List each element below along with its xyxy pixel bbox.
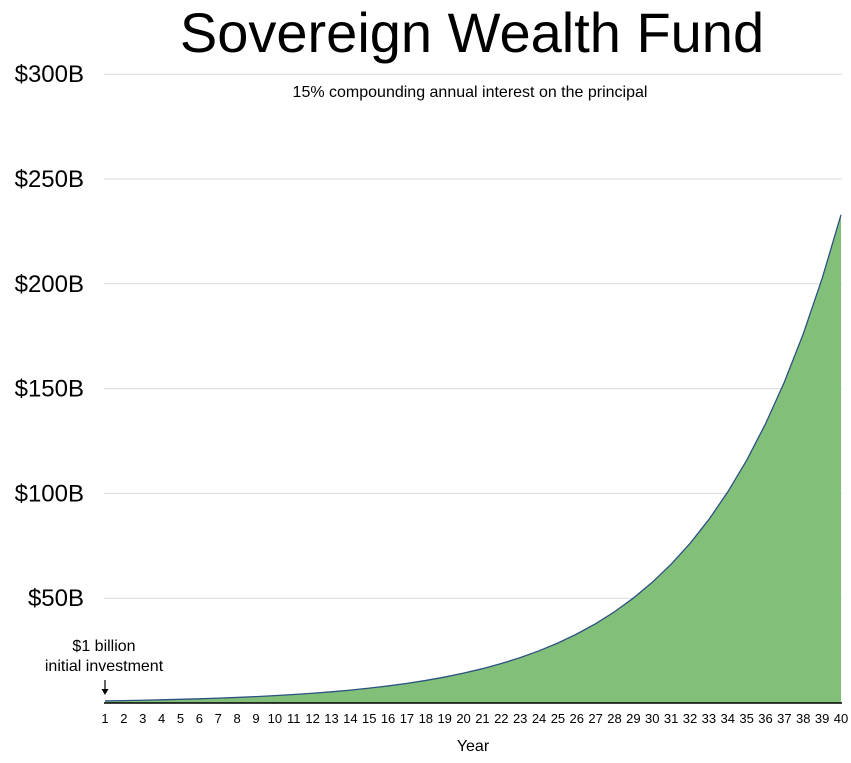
y-tick-label: $250B: [15, 166, 84, 193]
area-fill: [105, 214, 841, 704]
x-tick-label: 32: [683, 711, 697, 726]
x-tick-label: 25: [551, 711, 565, 726]
y-tick-label: $150B: [15, 376, 84, 403]
x-tick-label: 5: [177, 711, 184, 726]
x-axis-ticks: 1 2 3 4 5 6 7 8 9 10 11 12 13 14 15 16 17 18 19 20 21 22 23 24 2…: [101, 711, 848, 726]
x-tick-label: 23: [513, 711, 527, 726]
x-tick-label: 22: [494, 711, 508, 726]
x-tick-label: 12: [305, 711, 319, 726]
x-tick-label: 7: [215, 711, 222, 726]
initial-investment-annotation: $1 billion initial investment: [45, 638, 164, 695]
x-tick-label: 35: [739, 711, 753, 726]
x-tick-label: 2: [120, 711, 127, 726]
x-tick-label: 34: [721, 711, 735, 726]
chart-title: Sovereign Wealth Fund: [180, 1, 764, 64]
x-tick-label: 40: [834, 711, 848, 726]
x-tick-label: 24: [532, 711, 546, 726]
x-tick-label: 6: [196, 711, 203, 726]
x-tick-label: 33: [702, 711, 716, 726]
x-tick-label: 31: [664, 711, 678, 726]
chart-subtitle: 15% compounding annual interest on the p…: [293, 84, 648, 101]
x-tick-label: 37: [777, 711, 791, 726]
x-tick-label: 10: [268, 711, 282, 726]
annotation-line-1: $1 billion: [72, 638, 135, 655]
series-line: [104, 214, 842, 702]
down-arrow-icon: [101, 680, 109, 695]
plot-area: [104, 214, 842, 704]
x-tick-label: 11: [287, 711, 301, 726]
x-tick-label: 9: [252, 711, 259, 726]
x-tick-label: 16: [381, 711, 395, 726]
x-tick-label: 29: [626, 711, 640, 726]
x-tick-label: 4: [158, 711, 165, 726]
annotation-line-2: initial investment: [45, 658, 164, 675]
x-tick-label: 36: [758, 711, 772, 726]
y-tick-label: $200B: [15, 271, 84, 298]
x-tick-label: 20: [456, 711, 470, 726]
x-tick-label: 27: [588, 711, 602, 726]
x-tick-label: 18: [419, 711, 433, 726]
x-axis-label: Year: [457, 738, 490, 755]
x-tick-label: 38: [796, 711, 810, 726]
x-tick-label: 19: [437, 711, 451, 726]
y-tick-label: $300B: [15, 61, 84, 88]
x-tick-label: 39: [815, 711, 829, 726]
x-tick-label: 26: [570, 711, 584, 726]
x-tick-label: 30: [645, 711, 659, 726]
x-tick-label: 28: [607, 711, 621, 726]
y-axis-ticks: $50B $100B $150B $200B $250B $300B: [15, 61, 84, 612]
x-tick-label: 1: [101, 711, 108, 726]
x-tick-label: 8: [233, 711, 240, 726]
x-tick-label: 13: [324, 711, 338, 726]
x-tick-label: 15: [362, 711, 376, 726]
y-tick-label: $100B: [15, 480, 84, 507]
y-tick-label: $50B: [28, 585, 84, 612]
x-tick-label: 3: [139, 711, 146, 726]
x-tick-label: 17: [400, 711, 414, 726]
x-tick-label: 14: [343, 711, 357, 726]
x-tick-label: 21: [475, 711, 489, 726]
